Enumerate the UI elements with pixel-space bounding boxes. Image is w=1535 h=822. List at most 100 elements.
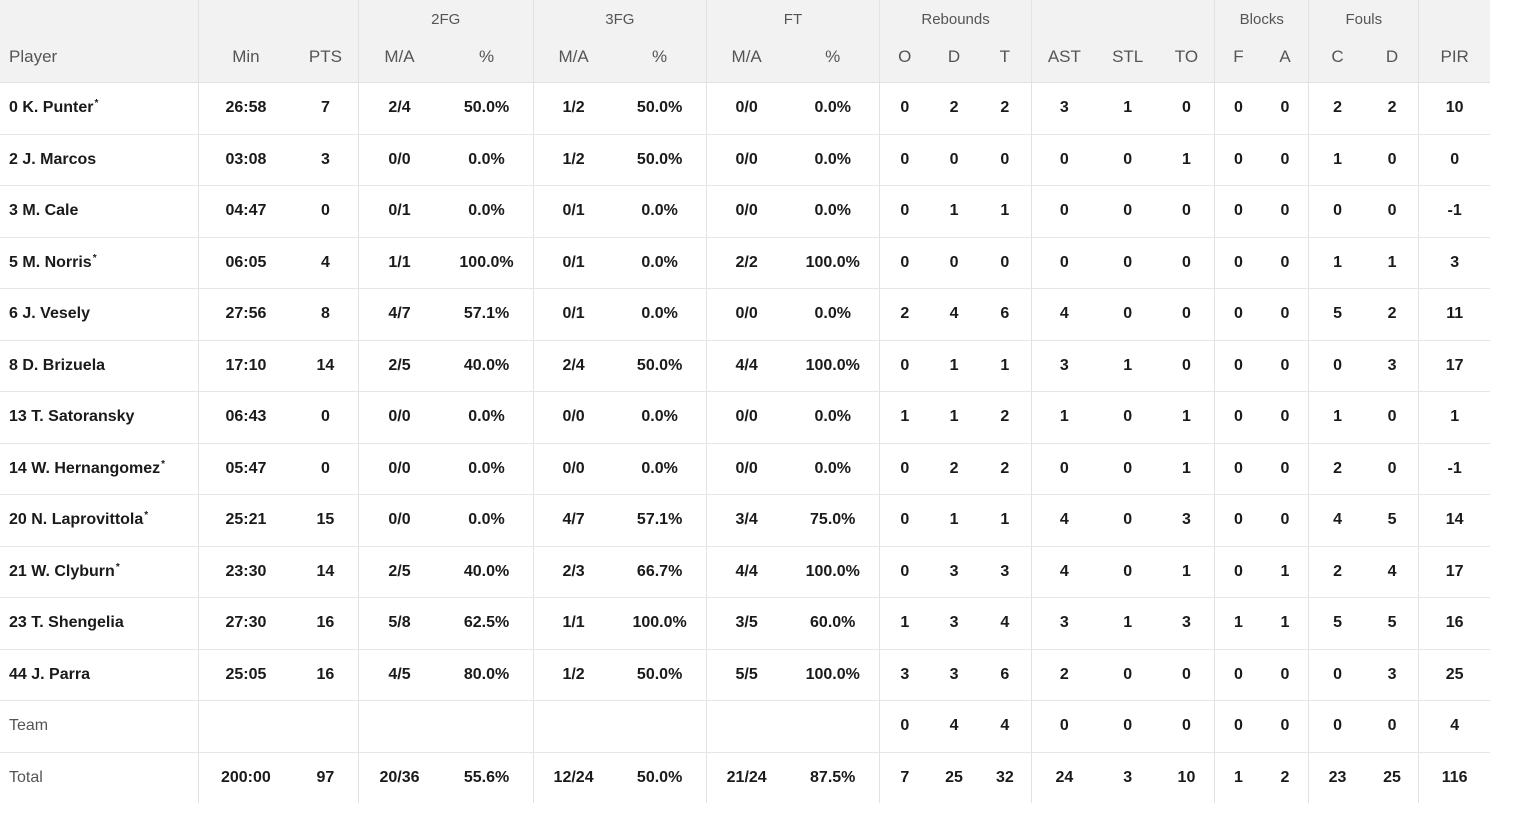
cell-to: 0 bbox=[1158, 185, 1215, 238]
player-name[interactable]: J. Vesely bbox=[22, 305, 90, 323]
player-name[interactable]: M. Cale bbox=[22, 202, 79, 220]
cell-blocks-f: 0 bbox=[1214, 649, 1262, 701]
cell-2fg-ma: 2/5 bbox=[357, 340, 441, 392]
cell-reb-d: 2 bbox=[929, 443, 979, 495]
player-name[interactable]: T. Satoransky bbox=[31, 408, 135, 426]
player-cell[interactable]: 2 J. Marcos bbox=[0, 134, 199, 186]
cell-reb-d: 1 bbox=[929, 340, 979, 392]
cell-blocks-f: 0 bbox=[1214, 443, 1262, 495]
cell-pts: 14 bbox=[293, 340, 359, 392]
col-ft-ma[interactable]: M/A bbox=[705, 32, 787, 83]
player-cell[interactable]: 13 T. Satoransky bbox=[0, 391, 199, 444]
player-cell[interactable]: 0 K. Punter* bbox=[0, 82, 199, 135]
col-stl[interactable]: STL bbox=[1096, 32, 1159, 83]
player-name[interactable]: J. Marcos bbox=[22, 150, 97, 168]
col-player[interactable]: Player bbox=[0, 32, 199, 83]
player-name[interactable]: D. Brizuela bbox=[22, 356, 106, 374]
player-number: 44 bbox=[9, 665, 27, 683]
cell-pts: 0 bbox=[293, 443, 359, 495]
cell-stl: 0 bbox=[1096, 700, 1159, 753]
cell-min: 17:10 bbox=[197, 340, 294, 392]
col-reb-t[interactable]: T bbox=[978, 32, 1032, 83]
cell-2fg-pct: 40.0% bbox=[440, 546, 534, 598]
cell-2fg-ma: 20/36 bbox=[357, 752, 441, 803]
cell-blocks-f: 1 bbox=[1214, 752, 1262, 803]
cell-3fg-pct: 57.1% bbox=[613, 494, 707, 547]
cell-fouls-d: 5 bbox=[1365, 494, 1419, 547]
cell-reb-o: 0 bbox=[878, 443, 930, 495]
cell-fouls-c: 5 bbox=[1308, 288, 1366, 341]
col-ft-pct[interactable]: % bbox=[786, 32, 880, 83]
col-2fg-pct[interactable]: % bbox=[440, 32, 534, 83]
col-pir[interactable]: PIR bbox=[1418, 32, 1490, 83]
cell-min: 27:56 bbox=[197, 288, 294, 341]
player-cell[interactable]: 8 D. Brizuela bbox=[0, 340, 199, 392]
cell-to: 3 bbox=[1158, 494, 1215, 547]
col-to[interactable]: TO bbox=[1158, 32, 1215, 83]
group-fouls: Fouls bbox=[1308, 0, 1419, 32]
col-min[interactable]: Min bbox=[197, 32, 294, 83]
player-name[interactable]: W. Hernangomez bbox=[31, 459, 161, 477]
cell-pir: 14 bbox=[1418, 494, 1490, 547]
cell-ft-ma: 4/4 bbox=[705, 340, 787, 392]
group-empty-pir bbox=[1418, 0, 1490, 32]
starter-marker: * bbox=[144, 510, 149, 522]
cell-pts: 97 bbox=[316, 768, 335, 786]
cell-blocks-f: 0 bbox=[1214, 237, 1262, 289]
cell-blocks-f: 0 bbox=[1214, 494, 1262, 547]
cell-ft-pct: 0.0% bbox=[786, 134, 880, 186]
total-row: Total 200:00 97 20/36 55.6% 12/24 50.0% 21/24 87… bbox=[0, 752, 1490, 803]
player-name[interactable]: N. Laprovittola bbox=[31, 511, 144, 529]
cell-fouls-d: 4 bbox=[1365, 546, 1419, 598]
column-group-header-row: 2FG 3FG FT Rebounds Blocks Fouls bbox=[0, 0, 1490, 32]
player-cell: Total bbox=[0, 752, 198, 803]
player-cell[interactable]: 20 N. Laprovittola* bbox=[0, 494, 199, 547]
cell-ast: 3 bbox=[1031, 597, 1097, 650]
cell-3fg-ma: 1/1 bbox=[532, 597, 614, 650]
player-cell[interactable]: 14 W. Hernangomez* bbox=[0, 443, 199, 495]
col-ast[interactable]: AST bbox=[1031, 32, 1097, 83]
col-reb-d[interactable]: D bbox=[929, 32, 979, 83]
cell-reb-t: 3 bbox=[978, 546, 1032, 598]
cell-pir: 10 bbox=[1418, 82, 1490, 135]
cell-ft-ma: 4/4 bbox=[705, 546, 787, 598]
player-cell[interactable]: 6 J. Vesely bbox=[0, 288, 199, 341]
player-name[interactable]: M. Norris bbox=[22, 253, 92, 271]
cell-reb-o: 1 bbox=[878, 597, 930, 650]
player-cell[interactable]: 5 M. Norris* bbox=[0, 237, 199, 289]
cell-to: 3 bbox=[1158, 597, 1215, 650]
col-3fg-pct[interactable]: % bbox=[613, 32, 707, 83]
col-3fg-ma[interactable]: M/A bbox=[532, 32, 614, 83]
player-cell[interactable]: 21 W. Clyburn* bbox=[0, 546, 199, 598]
col-blocks-f[interactable]: F bbox=[1214, 32, 1262, 83]
col-2fg-ma[interactable]: M/A bbox=[357, 32, 441, 83]
cell-2fg-ma: 4/7 bbox=[357, 288, 441, 341]
cell-pir: -1 bbox=[1418, 185, 1490, 238]
cell-min: 05:47 bbox=[197, 443, 294, 495]
cell-ast: 24 bbox=[1031, 752, 1097, 803]
col-blocks-a[interactable]: A bbox=[1261, 32, 1309, 83]
player-number: 14 bbox=[9, 459, 27, 477]
col-fouls-d[interactable]: D bbox=[1365, 32, 1419, 83]
col-fouls-c[interactable]: C bbox=[1308, 32, 1366, 83]
cell-pir: -1 bbox=[1418, 443, 1490, 495]
table-row: 21 W. Clyburn* 23:30 14 2/5 40.0% 2/3 66.7% 4/4… bbox=[0, 546, 1490, 598]
cell-3fg-pct: 50.0% bbox=[613, 649, 707, 701]
cell-pir: 25 bbox=[1418, 649, 1490, 701]
cell-reb-d: 4 bbox=[929, 288, 979, 341]
cell-to: 1 bbox=[1158, 443, 1215, 495]
cell-reb-t: 6 bbox=[978, 288, 1032, 341]
player-cell[interactable]: 23 T. Shengelia bbox=[0, 597, 199, 650]
col-pts[interactable]: PTS bbox=[293, 32, 359, 83]
player-cell[interactable]: 3 M. Cale bbox=[0, 185, 199, 238]
player-name[interactable]: J. Parra bbox=[31, 665, 90, 683]
player-name[interactable]: T. Shengelia bbox=[31, 614, 124, 632]
cell-to: 0 bbox=[1158, 237, 1215, 289]
cell-to: 0 bbox=[1158, 649, 1215, 701]
player-cell[interactable]: 44 J. Parra bbox=[0, 649, 199, 701]
col-reb-o[interactable]: O bbox=[878, 32, 930, 83]
player-name[interactable]: W. Clyburn bbox=[31, 562, 115, 580]
player-name[interactable]: K. Punter bbox=[22, 99, 94, 117]
cell-fouls-d: 0 bbox=[1365, 185, 1419, 238]
cell-ft-pct: 100.0% bbox=[786, 546, 880, 598]
